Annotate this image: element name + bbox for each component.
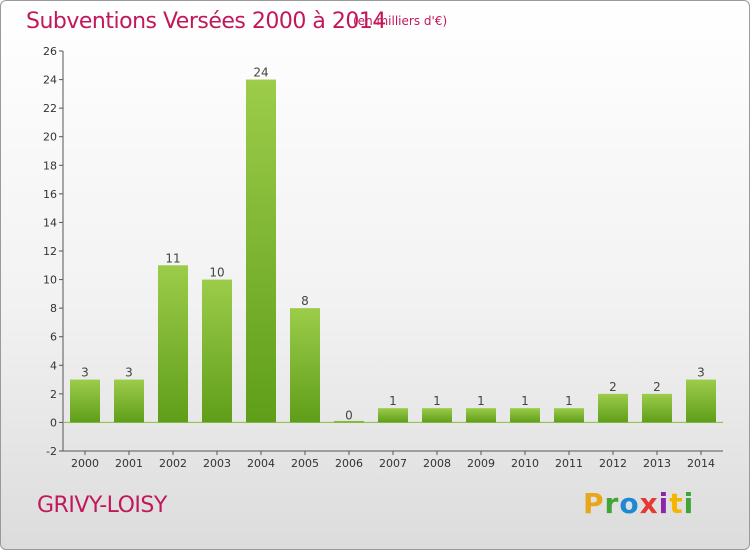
data-label: 0 — [345, 408, 353, 422]
data-label: 2 — [609, 380, 617, 394]
data-label: 11 — [165, 251, 180, 265]
data-label: 3 — [81, 366, 89, 380]
logo-letter: i — [683, 487, 695, 520]
bar — [290, 308, 320, 423]
bar — [554, 408, 584, 423]
logo-letter: x — [639, 487, 659, 520]
data-label: 10 — [209, 266, 224, 280]
x-tick-label: 2002 — [159, 457, 187, 470]
bar — [422, 408, 452, 423]
y-tick-label: 10 — [43, 274, 57, 287]
y-tick-label: 8 — [50, 302, 57, 315]
y-tick-label: 2 — [50, 388, 57, 401]
x-tick-label: 2009 — [467, 457, 495, 470]
bar — [642, 393, 672, 423]
bar — [466, 408, 496, 423]
chart-title: Subventions Versées 2000 à 2014 — [26, 9, 386, 34]
data-label: 1 — [477, 394, 485, 408]
bar — [378, 408, 408, 423]
x-tick-label: 2003 — [203, 457, 231, 470]
y-tick-label: 6 — [50, 331, 57, 344]
bar — [510, 408, 540, 423]
data-label: 2 — [653, 380, 661, 394]
y-tick-label: 16 — [43, 188, 57, 201]
bar — [114, 379, 144, 423]
bar — [334, 420, 364, 423]
data-label: 1 — [389, 394, 397, 408]
y-tick-label: 18 — [43, 159, 57, 172]
y-tick-label: -2 — [46, 445, 57, 458]
logo-letter: P — [583, 487, 605, 520]
x-tick-label: 2011 — [555, 457, 583, 470]
x-tick-label: 2005 — [291, 457, 319, 470]
y-tick-label: 26 — [43, 45, 57, 58]
x-tick-label: 2007 — [379, 457, 407, 470]
x-tick-label: 2013 — [643, 457, 671, 470]
y-tick-label: 24 — [43, 74, 57, 87]
logo-letter: t — [669, 487, 684, 520]
x-tick-label: 2010 — [511, 457, 539, 470]
x-tick-label: 2001 — [115, 457, 143, 470]
data-label: 3 — [125, 366, 133, 380]
x-tick-label: 2014 — [687, 457, 715, 470]
commune-name: GRIVY-LOISY — [37, 493, 167, 518]
y-tick-label: 12 — [43, 245, 57, 258]
proxiti-logo: Proxiti — [583, 487, 694, 520]
x-tick-label: 2000 — [71, 457, 99, 470]
bar — [246, 79, 276, 423]
data-label: 24 — [253, 66, 268, 80]
logo-letter: r — [604, 487, 620, 520]
data-label: 1 — [433, 394, 441, 408]
x-tick-label: 2006 — [335, 457, 363, 470]
y-tick-label: 20 — [43, 131, 57, 144]
bar — [202, 279, 232, 423]
y-tick-label: 0 — [50, 416, 57, 429]
chart-subtitle: (en milliers d'€) — [353, 14, 448, 28]
data-label: 3 — [697, 366, 705, 380]
y-tick-label: 4 — [50, 359, 57, 372]
logo-letter: i — [658, 487, 670, 520]
x-tick-label: 2012 — [599, 457, 627, 470]
y-tick-label: 22 — [43, 102, 57, 115]
x-tick-label: 2008 — [423, 457, 451, 470]
data-label: 8 — [301, 294, 309, 308]
bar — [598, 393, 628, 423]
bar — [686, 379, 716, 423]
bar — [158, 265, 188, 423]
data-label: 1 — [565, 394, 573, 408]
logo-letter: o — [619, 487, 640, 520]
y-tick-label: 14 — [43, 216, 57, 229]
data-label: 1 — [521, 394, 529, 408]
x-tick-label: 2004 — [247, 457, 275, 470]
bar — [70, 379, 100, 423]
